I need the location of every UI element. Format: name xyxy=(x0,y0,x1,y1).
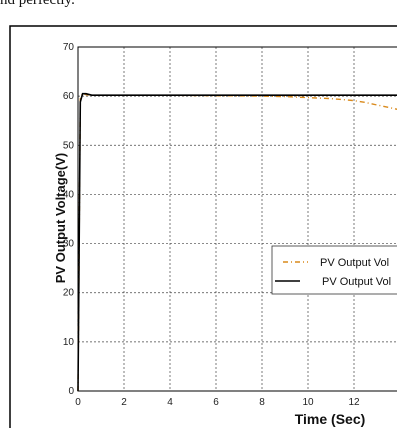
legend: PV Output Vol PV Output Vol xyxy=(271,245,397,295)
x-tick-label: 2 xyxy=(121,397,127,408)
x-tick-label: 6 xyxy=(213,397,219,408)
y-tick-label: 10 xyxy=(63,337,75,348)
axis-ticks: 0246810121010203040506070 xyxy=(63,42,360,408)
legend-box xyxy=(271,245,397,295)
y-axis-label: PV Output Voltage(V) xyxy=(53,153,68,283)
y-tick-label: 60 xyxy=(63,91,75,102)
x-tick-label: 0 xyxy=(75,397,81,408)
series-lines xyxy=(77,92,397,392)
x-tick-label: 4 xyxy=(167,397,173,408)
figure-frame xyxy=(9,25,397,428)
plot-area xyxy=(77,46,397,392)
y-tick-label: 30 xyxy=(63,239,75,250)
grid xyxy=(78,47,397,391)
y-tick-label: 40 xyxy=(63,189,75,200)
legend-label-series-2: PV Output Vol xyxy=(322,276,391,288)
x-tick-label: 8 xyxy=(259,397,265,408)
y-tick-label: 70 xyxy=(63,42,75,53)
x-tick-label: 12 xyxy=(348,397,360,408)
caption-fragment: nd perfectly. xyxy=(0,0,75,8)
y-tick-label: 20 xyxy=(63,288,75,299)
series-line-2 xyxy=(77,92,397,392)
series-line-1 xyxy=(77,92,397,392)
x-axis-label: Time (Sec) xyxy=(295,411,366,427)
x-tick-label: 10 xyxy=(302,397,314,408)
y-tick-label: 50 xyxy=(63,140,75,151)
y-tick-label: 0 xyxy=(68,386,74,397)
legend-label-series-1: PV Output Vol xyxy=(320,257,389,269)
